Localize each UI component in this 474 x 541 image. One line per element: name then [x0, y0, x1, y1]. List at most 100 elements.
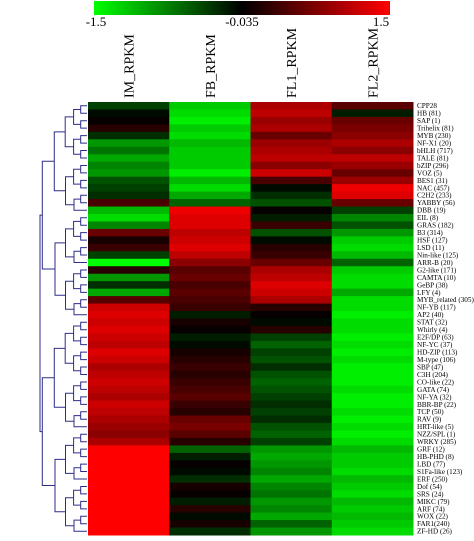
heatmap-cell	[88, 281, 170, 290]
heatmap-cell	[331, 288, 414, 297]
colorbar-tick-max: 1.5	[373, 14, 389, 29]
heatmap-cell	[169, 467, 251, 476]
heatmap-cell	[250, 303, 333, 312]
heatmap-cell	[331, 467, 414, 476]
heatmap-cell	[250, 184, 333, 193]
heatmap-cell	[331, 378, 414, 387]
heatmap-cell	[250, 415, 333, 424]
heatmap-cell	[169, 102, 251, 110]
heatmap-cell	[250, 505, 333, 514]
dendrogram-link	[73, 220, 81, 237]
dendrogram-link	[39, 214, 43, 433]
heatmap-cell	[250, 266, 333, 275]
heatmap-cell	[250, 311, 333, 319]
heatmap-cell	[250, 460, 333, 469]
heatmap-cell	[88, 527, 170, 536]
heatmap-cell	[169, 415, 251, 424]
row-label: ZF-HD (26)	[417, 528, 453, 536]
heatmap-cell	[250, 325, 333, 334]
heatmap-cell	[88, 423, 170, 431]
heatmap-cell	[88, 437, 170, 446]
heatmap-cell	[88, 340, 170, 349]
heatmap-cell	[250, 445, 333, 454]
dendrogram-link	[73, 138, 81, 155]
heatmap-cell	[331, 318, 414, 327]
dendrogram-link	[65, 497, 74, 527]
heatmap-cell	[169, 221, 251, 230]
heatmap-cell	[250, 124, 333, 133]
dendrogram-link	[64, 116, 74, 148]
heatmap-cell	[169, 408, 251, 417]
heatmap-cell	[331, 475, 414, 484]
column-header: FL2_RPKM	[366, 27, 381, 98]
heatmap-cell	[331, 520, 414, 529]
heatmap-cell	[331, 221, 414, 230]
heatmap-cell	[169, 109, 251, 118]
heatmap-cell	[250, 131, 333, 140]
heatmap-cell	[331, 169, 414, 178]
row-label: Whirly (4)	[417, 326, 448, 334]
row-label: HRT-like (5)	[417, 423, 454, 431]
heatmap-cell	[331, 251, 414, 260]
colorbar	[94, 1, 390, 15]
heatmap-cell	[88, 266, 170, 275]
row-label: HB-PHD (8)	[417, 453, 455, 461]
row-label: NF-YC (37)	[417, 341, 453, 349]
dendrogram-link	[80, 284, 87, 293]
heatmap-cell	[169, 303, 251, 312]
heatmap-cell	[250, 340, 333, 349]
heatmap-cell	[250, 161, 333, 170]
heatmap-cell	[169, 520, 251, 529]
heatmap-cell	[250, 109, 333, 118]
row-label: NF-YB (117)	[417, 304, 456, 312]
heatmap-cell	[250, 467, 333, 476]
heatmap-cell	[250, 520, 333, 529]
dendrogram-link	[54, 458, 66, 513]
heatmap-cell	[169, 146, 251, 155]
row-label: Trihelix (81)	[417, 125, 454, 133]
heatmap-cell	[169, 258, 251, 267]
heatmap-cell	[88, 303, 170, 312]
heatmap-cell	[331, 124, 414, 133]
heatmap-cell	[331, 213, 414, 222]
heatmap-cell	[169, 116, 251, 125]
row-label: TALE (81)	[417, 154, 449, 162]
heatmap-cell	[331, 400, 414, 409]
heatmap-cell	[169, 169, 251, 178]
heatmap-cell	[169, 325, 251, 334]
heatmap-cell	[169, 243, 251, 252]
heatmap-cell	[331, 258, 414, 267]
heatmap-cell	[88, 318, 170, 327]
heatmap-cell	[331, 273, 414, 282]
heatmap-cell	[88, 348, 170, 357]
dendrogram-link	[80, 217, 87, 226]
heatmap-cell	[88, 408, 170, 417]
heatmap-cell	[88, 460, 170, 469]
heatmap-cell	[331, 423, 414, 431]
dendrogram-link	[54, 242, 66, 296]
heatmap-cell	[250, 452, 333, 461]
heatmap-cell	[88, 445, 170, 454]
heatmap-cell	[250, 497, 333, 506]
dendrogram-link	[80, 366, 87, 375]
dendrogram-link	[65, 444, 74, 474]
row-label: S1Fa-like (123)	[417, 468, 463, 476]
heatmap-cell	[331, 512, 414, 521]
row-label: BES1 (31)	[417, 177, 448, 185]
dendrogram-link	[80, 165, 87, 174]
heatmap-cell	[250, 348, 333, 357]
dendrogram-link	[41, 160, 55, 270]
heatmap-cell	[169, 378, 251, 387]
heatmap-cell	[331, 430, 414, 439]
heatmap-cell	[169, 355, 251, 364]
dendrogram-link	[73, 325, 81, 342]
heatmap-cell	[331, 102, 414, 110]
dendrogram-link	[65, 280, 74, 310]
heatmap-cell	[88, 415, 170, 424]
heatmap-cell	[169, 199, 251, 208]
heatmap-cell	[250, 191, 333, 200]
dendrogram-link	[73, 168, 81, 185]
heatmap-cell	[250, 393, 333, 402]
row-label: TCP (50)	[417, 408, 444, 416]
heatmap-cell	[169, 273, 251, 282]
